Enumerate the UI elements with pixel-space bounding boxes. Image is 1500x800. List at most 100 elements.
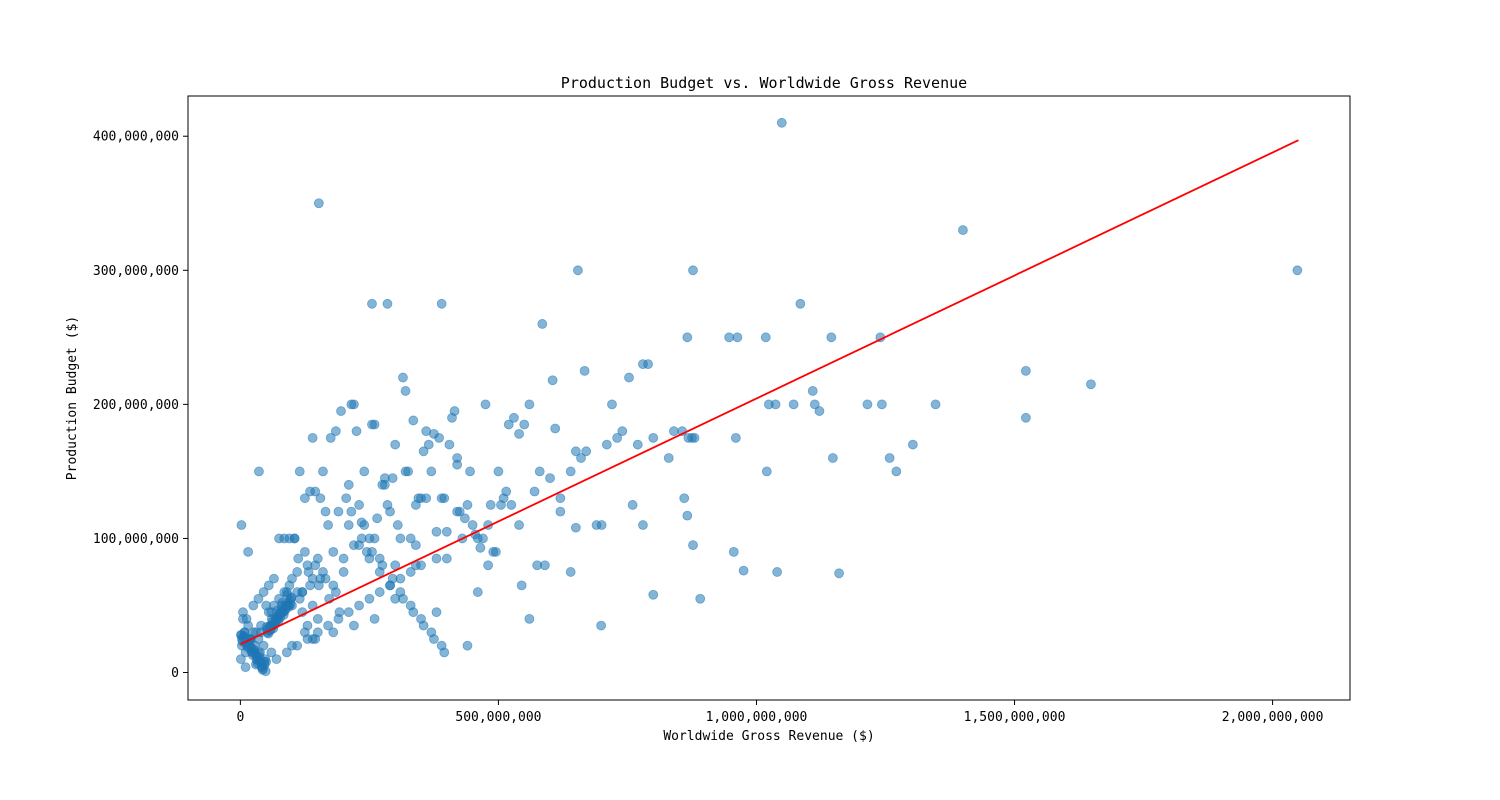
scatter-point xyxy=(441,553,452,564)
y-axis-ticks: 0 100,000,000 200,000,000 300,000,000 400,00… xyxy=(93,130,188,681)
scatter-point xyxy=(467,520,478,530)
scatter-point xyxy=(688,540,698,551)
scatter-point xyxy=(392,520,403,530)
scatter-point xyxy=(772,567,783,577)
scatter-point xyxy=(565,567,576,577)
scatter-point xyxy=(258,587,269,597)
scatter-point xyxy=(439,493,450,504)
scatter-point xyxy=(418,620,429,631)
scatter-point xyxy=(305,486,315,497)
scatter-point xyxy=(776,117,787,128)
scatter-point xyxy=(395,533,406,544)
scatter-point xyxy=(534,466,545,477)
scatter-point xyxy=(958,225,968,235)
scatter-point xyxy=(648,432,659,443)
scatter-point xyxy=(310,560,321,571)
scatter-point xyxy=(524,399,535,410)
scatter-point xyxy=(293,553,304,564)
scatter-point xyxy=(648,589,659,600)
points-layer xyxy=(235,117,1303,677)
scatter-point xyxy=(260,666,271,677)
scatter-point xyxy=(1020,365,1031,376)
scatter-point xyxy=(529,486,540,497)
scatter-point xyxy=(452,506,463,517)
scatter-point xyxy=(627,500,638,510)
scatter-point xyxy=(379,473,390,484)
x-tick-label: 1,500,000,000 xyxy=(964,710,1066,725)
scatter-point xyxy=(405,567,416,577)
scatter-point xyxy=(436,298,447,309)
scatter-point xyxy=(516,580,527,591)
scatter-point xyxy=(493,466,504,477)
scatter-point xyxy=(323,520,334,530)
scatter-point xyxy=(325,432,336,443)
scatter-point xyxy=(334,607,345,618)
scatter-point xyxy=(480,399,491,410)
scatter-point xyxy=(318,466,328,477)
scatter-point xyxy=(343,520,354,530)
scatter-point xyxy=(359,466,370,477)
scatter-point xyxy=(679,493,690,504)
y-tick-label: 300,000,000 xyxy=(93,264,179,279)
scatter-point xyxy=(330,587,341,597)
scatter-point xyxy=(299,546,310,557)
scatter-point xyxy=(827,453,838,463)
scatter-point xyxy=(834,568,844,579)
scatter-point xyxy=(462,640,473,651)
scatter-point xyxy=(338,567,349,577)
scatter-point xyxy=(891,466,902,477)
scatter-point xyxy=(323,620,334,631)
scatter-point xyxy=(263,580,274,591)
scatter-point xyxy=(591,520,602,530)
scatter-point xyxy=(877,399,887,410)
scatter-point xyxy=(343,479,354,490)
scatter-point xyxy=(607,399,617,410)
scatter-point xyxy=(761,466,772,477)
scatter-point xyxy=(730,432,741,443)
y-tick-label: 400,000,000 xyxy=(93,130,179,145)
scatter-point xyxy=(475,542,486,553)
scatter-point xyxy=(281,647,292,658)
scatter-point xyxy=(429,634,439,644)
scatter-point xyxy=(601,439,612,450)
scatter-point xyxy=(612,432,623,443)
scatter-point xyxy=(312,613,323,624)
scatter-point xyxy=(320,506,331,517)
scatter-point xyxy=(299,493,310,504)
scatter-point xyxy=(320,573,331,584)
scatter-point xyxy=(688,265,698,276)
scatter-point xyxy=(770,399,781,410)
scatter-point xyxy=(826,332,837,343)
scatter-point xyxy=(276,608,287,619)
scatter-point xyxy=(274,533,284,544)
scatter-point xyxy=(459,513,470,524)
scatter-point xyxy=(519,419,530,430)
scatter-point xyxy=(377,560,388,571)
scatter-point xyxy=(266,647,277,658)
scatter-point xyxy=(490,546,501,557)
scatter-point xyxy=(372,513,383,524)
scatter-point xyxy=(809,399,820,410)
scatter-point xyxy=(336,406,346,416)
scatter-point xyxy=(408,415,419,426)
scatter-point xyxy=(930,399,941,410)
scatter-point xyxy=(498,493,509,504)
scatter-point xyxy=(421,493,432,504)
scatter-point xyxy=(524,613,535,624)
scatter-point xyxy=(514,428,524,439)
scatter-point xyxy=(351,426,362,437)
scatter-point xyxy=(555,506,566,517)
scatter-point xyxy=(254,466,264,477)
scatter-point xyxy=(410,500,421,510)
scatter-point xyxy=(328,627,339,638)
scatter-point xyxy=(632,439,643,450)
scatter-point xyxy=(369,613,380,624)
scatter-point xyxy=(346,506,357,517)
scatter-point xyxy=(638,359,648,370)
scatter-point xyxy=(576,453,586,463)
scatter-point xyxy=(431,526,442,537)
scatter-point xyxy=(728,546,739,557)
scatter-point xyxy=(364,593,375,604)
scatter-point xyxy=(333,506,344,517)
scatter-point xyxy=(354,500,364,510)
